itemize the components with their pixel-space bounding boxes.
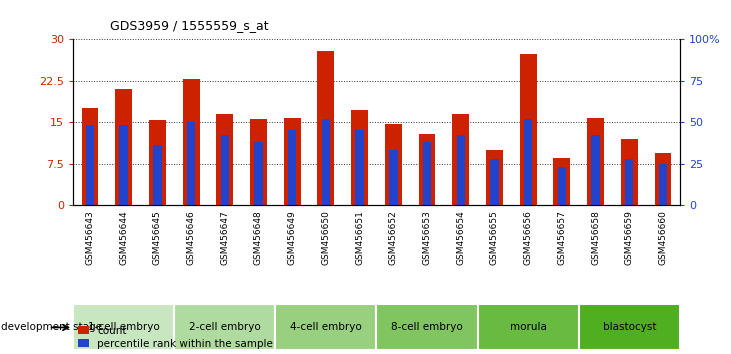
Bar — [553, 158, 570, 205]
Bar — [419, 134, 436, 205]
Bar — [73, 304, 174, 350]
Bar — [524, 119, 532, 205]
Text: GSM456644: GSM456644 — [119, 210, 128, 265]
Text: GSM456657: GSM456657 — [557, 210, 567, 265]
Text: GSM456656: GSM456656 — [523, 210, 533, 265]
Bar — [351, 110, 368, 205]
Text: 2-cell embryo: 2-cell embryo — [189, 322, 261, 332]
Bar — [423, 142, 431, 205]
Bar — [276, 304, 376, 350]
Text: GDS3959 / 1555559_s_at: GDS3959 / 1555559_s_at — [110, 19, 268, 32]
Text: blastocyst: blastocyst — [602, 322, 656, 332]
Bar — [216, 114, 233, 205]
Bar — [385, 124, 402, 205]
Text: 8-cell embryo: 8-cell embryo — [391, 322, 463, 332]
Legend: count, percentile rank within the sample: count, percentile rank within the sample — [78, 326, 273, 349]
Text: GSM456654: GSM456654 — [456, 210, 465, 265]
Text: GSM456651: GSM456651 — [355, 210, 364, 265]
Text: GSM456648: GSM456648 — [254, 210, 263, 265]
Text: GSM456649: GSM456649 — [288, 210, 297, 265]
Text: GSM456645: GSM456645 — [153, 210, 162, 265]
Bar — [288, 131, 296, 205]
Bar — [659, 164, 667, 205]
Bar — [250, 119, 267, 205]
Text: morula: morula — [510, 322, 547, 332]
Text: GSM456646: GSM456646 — [186, 210, 196, 265]
Text: GSM456647: GSM456647 — [220, 210, 230, 265]
Text: GSM456653: GSM456653 — [423, 210, 431, 265]
Bar — [621, 139, 637, 205]
Bar — [457, 136, 465, 205]
Bar — [221, 136, 229, 205]
Bar — [491, 159, 499, 205]
Bar — [355, 131, 364, 205]
Bar — [86, 125, 94, 205]
Text: 4-cell embryo: 4-cell embryo — [290, 322, 362, 332]
Bar — [520, 55, 537, 205]
Text: GSM456643: GSM456643 — [86, 210, 94, 265]
Bar — [477, 304, 579, 350]
Text: GSM456655: GSM456655 — [490, 210, 499, 265]
Bar — [183, 79, 200, 205]
Bar — [625, 159, 634, 205]
Text: GSM456660: GSM456660 — [659, 210, 667, 265]
Bar — [187, 122, 195, 205]
Text: GSM456658: GSM456658 — [591, 210, 600, 265]
Text: GSM456650: GSM456650 — [322, 210, 330, 265]
Bar — [254, 142, 262, 205]
Bar — [115, 89, 132, 205]
Text: GSM456652: GSM456652 — [389, 210, 398, 265]
Text: development stage: development stage — [1, 322, 102, 332]
Bar — [452, 114, 469, 205]
Bar — [389, 150, 398, 205]
Bar — [149, 120, 166, 205]
Bar — [486, 150, 503, 205]
Bar — [591, 136, 599, 205]
Bar — [654, 153, 671, 205]
Bar — [376, 304, 477, 350]
Bar — [558, 167, 566, 205]
Bar — [174, 304, 276, 350]
Text: GSM456659: GSM456659 — [625, 210, 634, 265]
Bar — [579, 304, 680, 350]
Bar — [154, 145, 162, 205]
Bar — [317, 51, 334, 205]
Bar — [119, 125, 128, 205]
Bar — [82, 108, 99, 205]
Bar — [587, 118, 604, 205]
Text: 1-cell embryo: 1-cell embryo — [88, 322, 159, 332]
Bar — [322, 119, 330, 205]
Bar — [284, 118, 300, 205]
